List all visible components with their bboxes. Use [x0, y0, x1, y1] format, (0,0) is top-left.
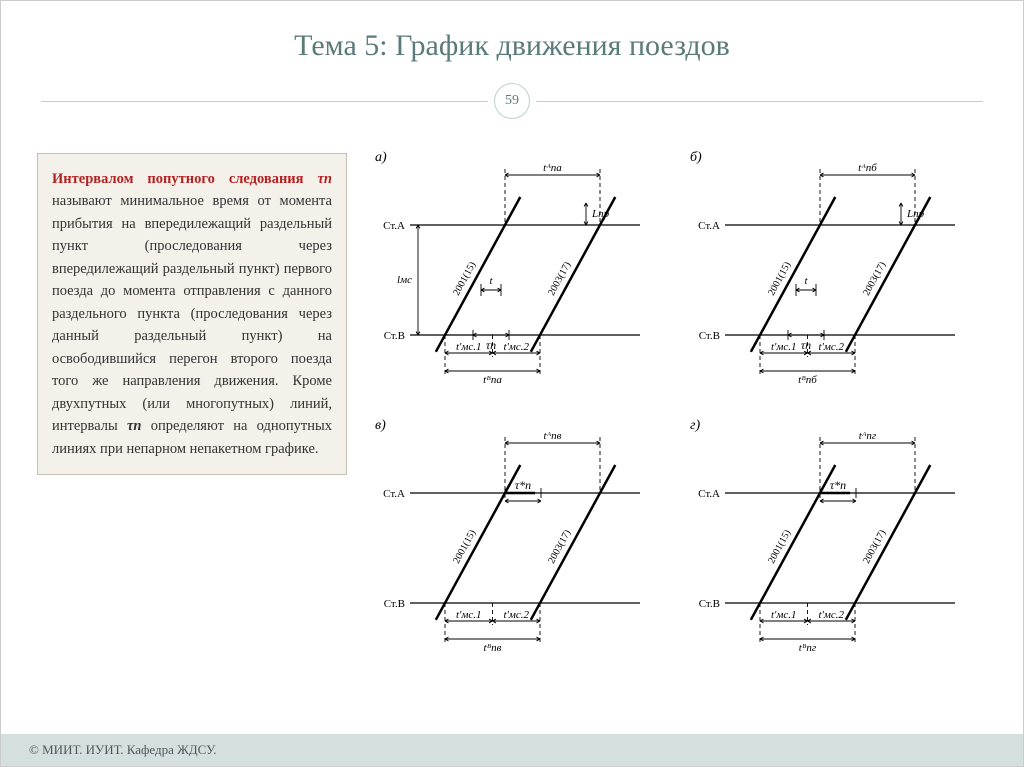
svg-text:t'мс.2: t'мс.2 [818, 341, 844, 353]
divider-line-left [41, 101, 488, 102]
svg-text:Ст.В: Ст.В [699, 598, 720, 610]
svg-text:tᴮпа: tᴮпа [483, 374, 502, 386]
footer-text: © МИИТ. ИУИТ. Кафедра ЖДСУ. [29, 742, 217, 757]
svg-text:lмс: lмс [397, 274, 412, 286]
svg-text:Ст.А: Ст.А [698, 488, 720, 500]
svg-text:t'мс.1: t'мс.1 [456, 341, 482, 353]
divider-line-right [536, 101, 983, 102]
svg-text:t: t [804, 275, 808, 287]
svg-text:б): б) [690, 150, 702, 165]
slide-title: Тема 5: График движения поездов [1, 29, 1023, 63]
diagram-area: а)Ст.АСт.В tᴬпа Lпр lмс t2001(15)2003(17… [365, 135, 987, 663]
slide: Тема 5: График движения поездов 59 Интер… [0, 0, 1024, 767]
svg-text:τп: τп [486, 338, 496, 352]
svg-text:Ст.В: Ст.В [699, 330, 720, 342]
svg-text:tᴮпв: tᴮпв [484, 642, 502, 654]
content-row: Интервалом попутного следования τп назыв… [1, 135, 1023, 663]
svg-text:tᴬпа: tᴬпа [543, 162, 562, 174]
svg-text:а): а) [375, 150, 387, 165]
svg-text:tᴬпг: tᴬпг [859, 430, 877, 442]
term-symbol: τп [318, 171, 333, 187]
symbol-inline: τп [127, 418, 142, 434]
diagram-panel-б: б)Ст.АСт.В tᴬпб Lпр t2001(15)2003(17) τп… [680, 135, 970, 395]
svg-text:t'мс.1: t'мс.1 [456, 609, 482, 621]
svg-text:Ст.А: Ст.А [383, 220, 405, 232]
svg-text:Ст.А: Ст.А [698, 220, 720, 232]
svg-text:τ*п: τ*п [830, 478, 846, 492]
footer: © МИИТ. ИУИТ. Кафедра ЖДСУ. [1, 734, 1023, 766]
diagram-panel-в: в)Ст.АСт.В tᴬпв2001(15)2003(17) τ*п t'мс… [365, 403, 655, 663]
svg-text:Ст.А: Ст.А [383, 488, 405, 500]
panel-svg: а)Ст.АСт.В tᴬпа Lпр lмс t2001(15)2003(17… [365, 135, 655, 395]
svg-text:г): г) [690, 418, 700, 433]
panel-svg: в)Ст.АСт.В tᴬпв2001(15)2003(17) τ*п t'мс… [365, 403, 655, 663]
svg-text:τ*п: τ*п [515, 478, 531, 492]
svg-text:Ст.В: Ст.В [384, 598, 405, 610]
svg-text:в): в) [375, 418, 386, 433]
definition-textbox: Интервалом попутного следования τп назыв… [37, 153, 347, 475]
svg-text:tᴬпв: tᴬпв [544, 430, 562, 442]
divider: 59 [41, 83, 983, 119]
diagram-panel-а: а)Ст.АСт.В tᴬпа Lпр lмс t2001(15)2003(17… [365, 135, 655, 395]
body-text-1: называют минимальное время от момента пр… [52, 193, 332, 434]
svg-text:tᴮпг: tᴮпг [799, 642, 817, 654]
svg-text:t'мс.2: t'мс.2 [503, 341, 529, 353]
svg-text:t'мс.2: t'мс.2 [503, 609, 529, 621]
svg-text:tᴮпб: tᴮпб [798, 374, 817, 386]
title-area: Тема 5: График движения поездов [1, 1, 1023, 71]
diagram-grid: а)Ст.АСт.В tᴬпа Lпр lмс t2001(15)2003(17… [365, 135, 987, 663]
svg-text:t'мс.1: t'мс.1 [771, 609, 797, 621]
svg-text:t: t [489, 275, 493, 287]
svg-text:Ст.В: Ст.В [384, 330, 405, 342]
panel-svg: г)Ст.АСт.В tᴬпг2001(15)2003(17) τ*п t'мс… [680, 403, 970, 663]
svg-text:t'мс.1: t'мс.1 [771, 341, 797, 353]
svg-text:tᴬпб: tᴬпб [858, 162, 877, 174]
page-number-badge: 59 [494, 83, 530, 119]
term: Интервалом попутного следования [52, 171, 304, 187]
panel-svg: б)Ст.АСт.В tᴬпб Lпр t2001(15)2003(17) τп… [680, 135, 970, 395]
svg-text:τп: τп [801, 338, 811, 352]
diagram-panel-г: г)Ст.АСт.В tᴬпг2001(15)2003(17) τ*п t'мс… [680, 403, 970, 663]
svg-text:t'мс.2: t'мс.2 [818, 609, 844, 621]
